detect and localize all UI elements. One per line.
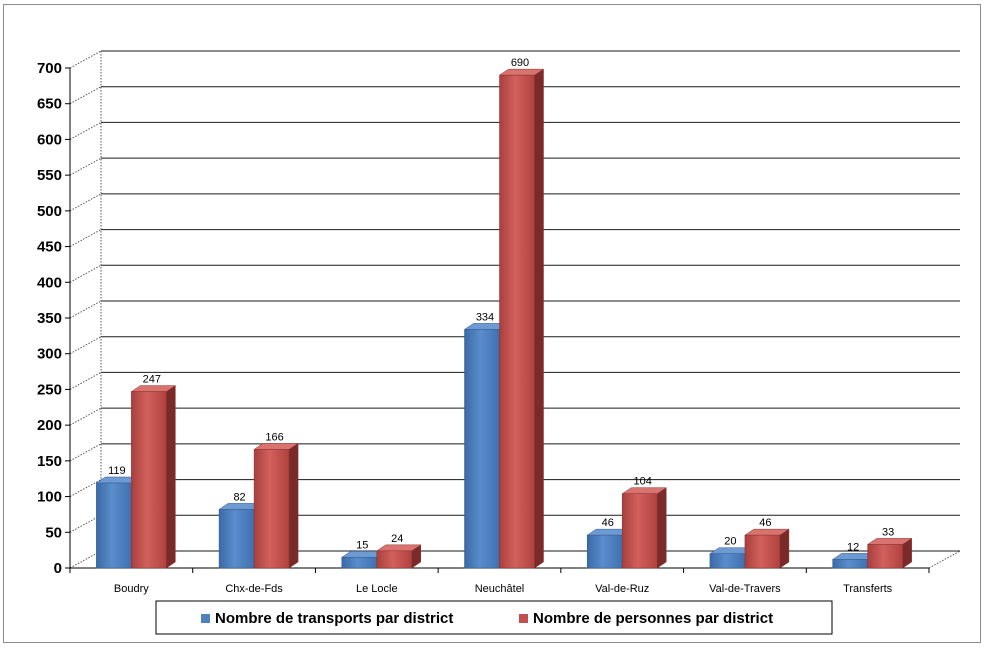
bar-personnes bbox=[130, 385, 177, 569]
grid-diagonal bbox=[69, 229, 102, 248]
y-tick-label: 500 bbox=[37, 203, 62, 220]
grid-diagonal bbox=[69, 157, 102, 176]
data-label: 166 bbox=[265, 431, 283, 443]
y-tick-label: 200 bbox=[37, 417, 62, 434]
legend: Nombre de transports par district Nombre… bbox=[155, 600, 833, 635]
data-label: 15 bbox=[356, 539, 368, 551]
data-label: 33 bbox=[882, 526, 894, 538]
grid-diagonal bbox=[69, 50, 102, 69]
y-tick-label: 700 bbox=[37, 60, 62, 77]
bar-personnes bbox=[375, 544, 422, 569]
y-tick-label: 650 bbox=[37, 96, 62, 113]
bar-chart: 0 50 100 150 200 250 300 350 400 450 500 550 600 650 7… bbox=[37, 50, 961, 635]
data-label: 12 bbox=[847, 541, 859, 553]
x-tick-label: Le Locle bbox=[356, 583, 398, 595]
y-tick-label: 250 bbox=[37, 381, 62, 398]
bar-side bbox=[656, 487, 667, 569]
bar-personnes bbox=[621, 487, 668, 569]
grid-diagonal bbox=[69, 86, 102, 105]
bar-personnes bbox=[498, 68, 545, 569]
labels-layer: 0 50 100 150 200 250 300 350 400 450 500 550 600 650 7… bbox=[37, 57, 894, 595]
legend-swatch-transports bbox=[201, 614, 210, 623]
x-tick-label: Val-de-Ruz bbox=[595, 583, 649, 595]
bar-front bbox=[621, 493, 658, 569]
legend-label-transports: Nombre de transports par district bbox=[215, 610, 453, 627]
x-tick-label: Boudry bbox=[114, 583, 149, 595]
y-tick-label: 50 bbox=[45, 524, 62, 541]
bar-front bbox=[376, 550, 413, 569]
grid-diagonal bbox=[69, 443, 102, 462]
bar-front bbox=[586, 534, 623, 569]
bar-front bbox=[96, 482, 132, 569]
bars-layer bbox=[95, 68, 913, 569]
data-label: 20 bbox=[724, 536, 736, 548]
data-label: 119 bbox=[108, 465, 126, 477]
grid-diagonal bbox=[69, 121, 102, 140]
grid-diagonal bbox=[69, 407, 102, 426]
bar-front bbox=[218, 509, 255, 569]
bar-front bbox=[709, 553, 746, 569]
data-label: 104 bbox=[634, 476, 652, 488]
floor-edge bbox=[928, 550, 961, 569]
y-tick-label: 450 bbox=[37, 239, 62, 256]
y-tick-label: 100 bbox=[37, 489, 62, 506]
bar-front bbox=[744, 534, 781, 569]
data-label: 690 bbox=[511, 57, 529, 69]
bar-front bbox=[867, 544, 903, 569]
data-label: 334 bbox=[476, 311, 494, 323]
grid-diagonal bbox=[69, 300, 102, 319]
bar-front bbox=[464, 329, 500, 569]
grid-diagonal bbox=[69, 264, 102, 283]
bar-front bbox=[832, 559, 868, 569]
bar-side bbox=[288, 442, 299, 569]
y-tick-label: 300 bbox=[37, 346, 62, 363]
data-label: 24 bbox=[391, 533, 403, 545]
bar-front bbox=[499, 74, 535, 569]
y-tick-label: 550 bbox=[37, 167, 62, 184]
bar-personnes bbox=[866, 537, 913, 569]
legend-label-personnes: Nombre de personnes par district bbox=[533, 610, 773, 627]
x-tick-label: Neuchâtel bbox=[475, 583, 525, 595]
y-tick-label: 0 bbox=[54, 560, 62, 577]
data-label: 46 bbox=[602, 517, 614, 529]
bar-side bbox=[534, 68, 544, 569]
x-tick-label: Chx-de-Fds bbox=[225, 583, 283, 595]
y-tick-label: 150 bbox=[37, 453, 62, 470]
bar-front bbox=[341, 557, 378, 569]
grid-diagonal bbox=[69, 371, 102, 390]
data-label: 247 bbox=[143, 374, 161, 386]
bar-side bbox=[779, 528, 790, 569]
data-label: 46 bbox=[759, 517, 771, 529]
x-tick-label: Transferts bbox=[843, 583, 893, 595]
data-label: 82 bbox=[233, 491, 245, 503]
x-tick-label: Val-de-Travers bbox=[709, 583, 781, 595]
bar-front bbox=[131, 391, 167, 569]
grid-diagonal bbox=[69, 336, 102, 355]
bar-side bbox=[166, 385, 176, 569]
legend-box bbox=[155, 600, 833, 635]
y-tick-label: 350 bbox=[37, 310, 62, 327]
bar-front bbox=[253, 449, 290, 569]
chart-frame: 0 50 100 150 200 250 300 350 400 450 500 550 600 650 7… bbox=[3, 4, 981, 643]
grid-diagonal bbox=[69, 193, 102, 212]
bar-personnes bbox=[744, 528, 790, 569]
y-tick-label: 600 bbox=[37, 131, 62, 148]
y-tick-label: 400 bbox=[37, 274, 62, 291]
bar-personnes bbox=[253, 442, 299, 569]
legend-swatch-personnes bbox=[519, 614, 528, 623]
